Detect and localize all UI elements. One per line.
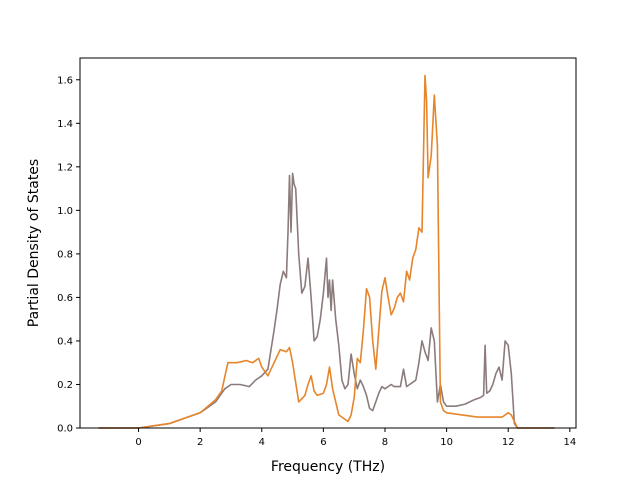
x-axis-ticks: 0 2 4 6 8 10 12 14 (135, 428, 576, 448)
x-tick-label: 8 (382, 437, 388, 448)
y-tick-label: 1.2 (57, 162, 73, 173)
y-tick-label: 1.6 (57, 75, 73, 86)
x-tick-label: 4 (259, 437, 265, 448)
axes-frame (79, 57, 577, 429)
y-tick-label: 0.6 (57, 293, 73, 304)
x-axis-title: Frequency (THz) (271, 459, 385, 475)
y-axis-ticks: 0.0 0.2 0.4 0.6 0.8 1.0 1.2 1.4 1.6 (57, 75, 80, 435)
series-line-1 (98, 172, 555, 429)
y-tick-label: 1.4 (57, 119, 73, 130)
y-tick-label: 0.0 (57, 424, 73, 435)
series-line-2 (98, 74, 555, 429)
y-axis-title: Partial Density of States (26, 159, 42, 327)
x-tick-label: 14 (563, 437, 576, 448)
y-tick-label: 0.8 (57, 249, 73, 260)
x-tick-label: 10 (440, 437, 453, 448)
series-layer (98, 74, 555, 429)
y-tick-label: 0.4 (57, 336, 73, 347)
x-tick-label: 2 (197, 437, 203, 448)
y-tick-label: 1.0 (57, 206, 73, 217)
x-tick-label: 12 (502, 437, 515, 448)
x-tick-label: 6 (320, 437, 326, 448)
x-tick-label: 0 (135, 437, 141, 448)
y-tick-label: 0.2 (57, 380, 73, 391)
